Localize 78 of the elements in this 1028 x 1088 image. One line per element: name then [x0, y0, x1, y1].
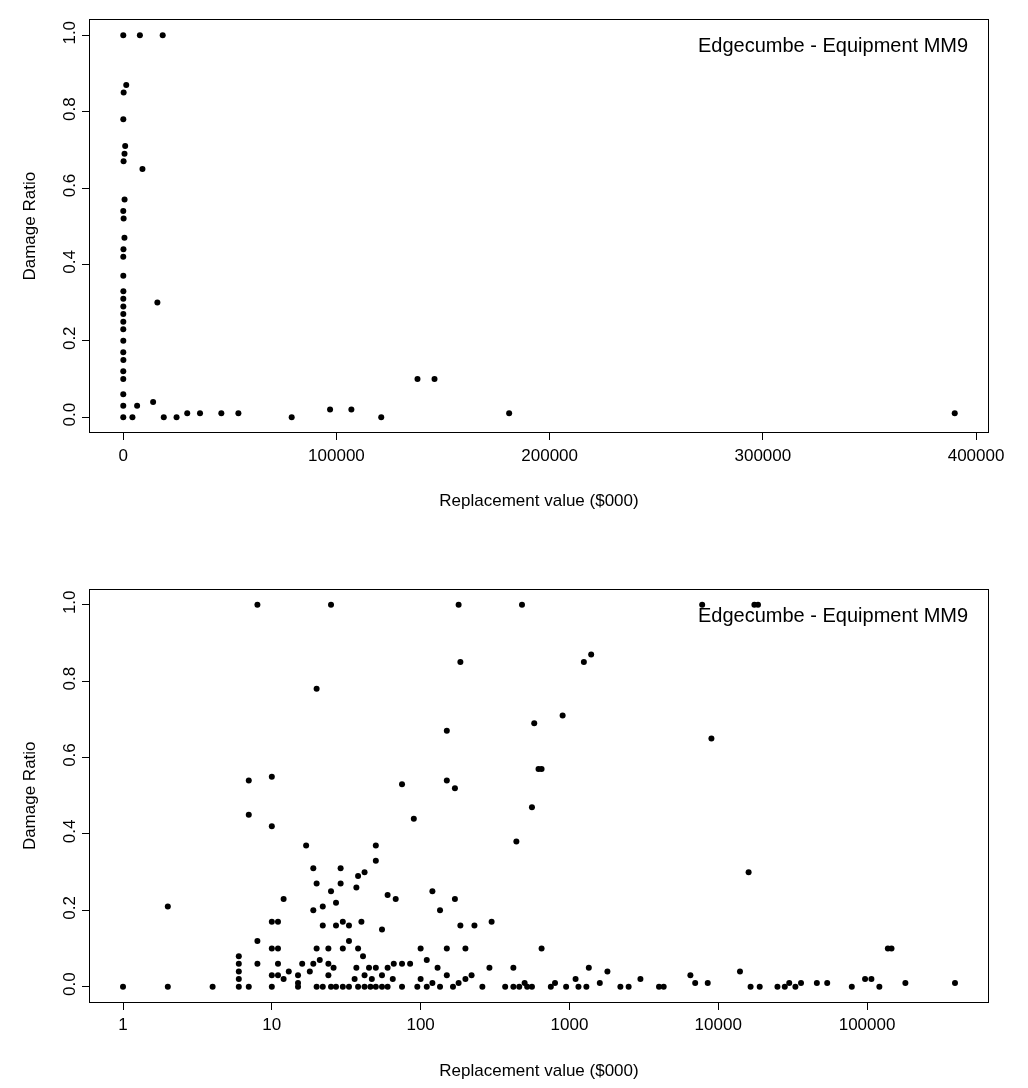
point [121, 150, 128, 157]
point [139, 165, 146, 172]
point [288, 414, 295, 421]
point [120, 116, 127, 123]
point [506, 410, 513, 417]
x-axis-title: Replacement value ($000) [439, 1060, 639, 1080]
point [120, 356, 127, 363]
point [120, 288, 127, 295]
point [120, 326, 127, 333]
point [173, 414, 180, 421]
point [120, 375, 127, 382]
point [197, 410, 204, 417]
point [136, 32, 143, 39]
point [120, 391, 127, 398]
point [120, 215, 127, 222]
x-tick-label: 100 [406, 1015, 435, 1035]
y-tick-label: 0.2 [60, 326, 80, 351]
point [120, 414, 127, 421]
point [327, 406, 334, 413]
x-tick-label: 1000 [550, 1015, 589, 1035]
x-tick-label: 0 [118, 445, 128, 465]
y-tick-label: 0.2 [60, 895, 80, 920]
y-tick-label: 0.6 [60, 743, 80, 767]
x-tick-label: 100000 [308, 445, 365, 465]
point [348, 406, 355, 413]
point [129, 414, 136, 421]
y-tick-label: 0.4 [60, 250, 80, 274]
y-axis-title: Damage Ratio [19, 741, 39, 851]
point [120, 337, 127, 344]
point [120, 253, 127, 260]
x-tick-label: 400000 [947, 445, 1005, 465]
point [160, 414, 167, 421]
point [123, 81, 130, 88]
y-tick-label: 0.0 [60, 972, 80, 996]
point [235, 410, 242, 417]
annotation: Edgecumbe - Equipment MM9 [698, 604, 969, 626]
x-tick-label: 10 [262, 1015, 282, 1035]
x-tick-label: 10000 [694, 1015, 742, 1035]
y-axis-title: Damage Ratio [19, 171, 39, 281]
point [121, 234, 128, 241]
point [120, 349, 127, 356]
point [120, 295, 127, 302]
x-tick-label: 300000 [734, 445, 792, 465]
point [414, 375, 421, 382]
point [120, 272, 127, 279]
point [120, 158, 127, 165]
x-tick-label: 1 [118, 1015, 128, 1035]
y-tick-label: 0.8 [60, 97, 80, 121]
point [218, 410, 225, 417]
x-tick-label: 100000 [838, 1015, 896, 1035]
point [431, 375, 438, 382]
y-tick-label: 0.0 [60, 402, 80, 427]
point [122, 143, 129, 150]
point [120, 402, 127, 409]
y-tick-label: 1.0 [60, 20, 80, 45]
x-axis-title: Replacement value ($000) [439, 491, 639, 511]
annotation: Edgecumbe - Equipment MM9 [698, 34, 969, 56]
point [120, 246, 127, 253]
y-tick-label: 0.6 [60, 173, 80, 198]
point [120, 32, 127, 39]
point [120, 311, 127, 318]
point [378, 414, 385, 421]
point [154, 299, 161, 306]
point [120, 207, 127, 214]
point [159, 32, 166, 39]
point [150, 398, 157, 405]
point [184, 410, 191, 417]
point [951, 410, 958, 417]
y-tick-label: 0.8 [60, 666, 80, 691]
y-tick-label: 0.4 [60, 819, 80, 844]
x-tick-label: 200000 [521, 445, 579, 465]
point [121, 196, 128, 203]
point [120, 303, 127, 310]
point [134, 402, 141, 409]
point [120, 318, 127, 325]
point [120, 368, 127, 375]
point [120, 89, 127, 96]
y-tick-label: 1.0 [60, 590, 80, 615]
